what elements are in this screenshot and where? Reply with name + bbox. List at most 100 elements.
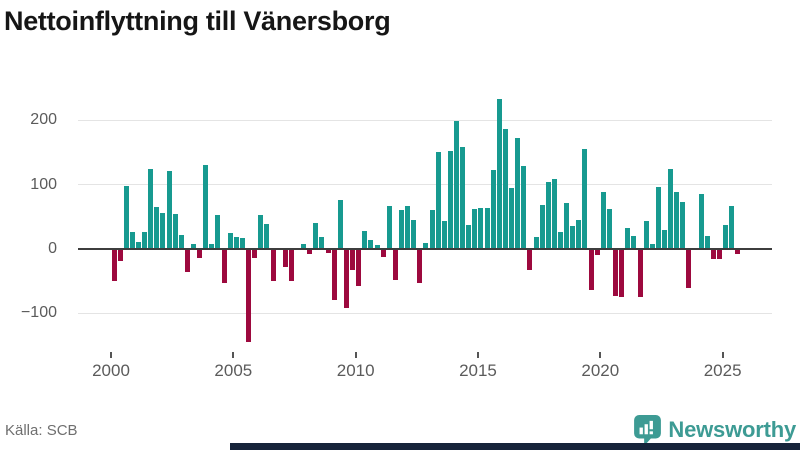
bar-2006-Q3 (270, 249, 276, 282)
bar-2003-Q1 (184, 249, 190, 273)
bar-2006-Q1 (258, 215, 264, 249)
bar-2011-Q2 (386, 205, 392, 249)
bar-2010-Q1 (356, 249, 362, 287)
y-axis-label-200: 200 (30, 111, 57, 129)
bar-2014-Q1 (454, 121, 460, 249)
bar-2005-Q4 (252, 249, 258, 259)
gridline-200 (78, 119, 772, 121)
bar-2025-Q3 (735, 249, 741, 255)
bar-2010-Q2 (362, 230, 368, 249)
bar-2000-Q1 (111, 249, 117, 282)
x-tick-2005 (232, 352, 235, 358)
bar-2015-Q3 (490, 169, 496, 249)
bottom-bar (230, 443, 800, 450)
newsworthy-wordmark: Newsworthy (668, 417, 796, 442)
bar-2001-Q3 (148, 169, 154, 249)
bar-2022-Q4 (668, 169, 674, 249)
bar-2016-Q4 (521, 165, 527, 249)
y-axis-label--100: −100 (20, 304, 57, 322)
bar-2001-Q2 (142, 231, 148, 249)
gridline--100 (78, 312, 772, 314)
bar-2018-Q1 (551, 179, 557, 249)
bar-2022-Q3 (661, 230, 667, 249)
bar-2007-Q4 (301, 243, 307, 249)
bar-2009-Q2 (337, 200, 343, 249)
plot-area: 200 100 0 −100 2000 2005 2010 2015 2020 2025 (20, 99, 772, 380)
bar-2016-Q2 (509, 187, 515, 249)
bar-2013-Q3 (441, 220, 447, 249)
bar-2007-Q1 (282, 249, 288, 268)
bar-2025-Q1 (723, 224, 729, 249)
bar-2012-Q2 (411, 219, 417, 249)
bar-2022-Q1 (649, 244, 655, 249)
bar-2003-Q2 (191, 243, 196, 249)
x-axis-label-2010: 2010 (336, 361, 375, 380)
bar-2018-Q3 (564, 203, 570, 249)
gridline-100 (78, 184, 772, 186)
bar-2002-Q2 (166, 171, 172, 249)
bar-2019-Q1 (576, 219, 582, 249)
x-tick-2000 (110, 352, 112, 358)
bar-2000-Q4 (129, 232, 135, 249)
bar-2024-Q2 (704, 236, 710, 249)
bar-2012-Q3 (417, 249, 423, 284)
bar-2014-Q4 (472, 209, 478, 249)
source-caption: Källa: SCB (5, 422, 78, 439)
bar-2001-Q4 (154, 207, 160, 249)
bar-2015-Q1 (478, 208, 484, 249)
bar-2014-Q3 (466, 225, 472, 249)
bar-2005-Q2 (239, 238, 245, 249)
bar-2004-Q2 (215, 215, 221, 249)
newsworthy-logo[interactable]: Newsworthy (634, 414, 796, 446)
bar-2002-Q3 (172, 214, 178, 249)
bar-2009-Q4 (350, 249, 356, 271)
bar-2017-Q4 (545, 181, 551, 249)
x-axis-label-2015: 2015 (459, 361, 497, 380)
bar-2021-Q4 (643, 220, 649, 249)
bar-2003-Q4 (203, 165, 209, 249)
bar-2008-Q2 (313, 222, 319, 249)
bar-2005-Q3 (246, 249, 252, 343)
bar-2009-Q1 (331, 249, 337, 300)
bar-2014-Q2 (460, 146, 466, 249)
bar-2012-Q1 (405, 205, 411, 249)
bar-2024-Q3 (710, 249, 716, 260)
x-tick-2025 (721, 352, 724, 358)
x-axis-label-2025: 2025 (703, 361, 742, 380)
bar-2018-Q2 (558, 232, 563, 249)
bar-2011-Q3 (392, 249, 398, 280)
bar-2022-Q2 (655, 187, 661, 249)
x-axis-label-2005: 2005 (214, 361, 253, 380)
bar-2008-Q3 (319, 236, 325, 249)
bar-2004-Q1 (209, 244, 215, 249)
x-tick-2020 (599, 352, 602, 358)
x-axis-label-2000: 2000 (92, 361, 130, 380)
bar-2003-Q3 (197, 249, 203, 259)
bar-2007-Q2 (288, 249, 294, 281)
bar-2012-Q4 (423, 242, 429, 249)
chart-title: Nettoinflyttning till Vänersborg (4, 6, 391, 36)
bar-2017-Q1 (527, 249, 533, 270)
bar-2015-Q4 (496, 99, 502, 249)
bar-2018-Q4 (570, 226, 576, 249)
zero-axis-line (78, 247, 772, 251)
bar-2008-Q4 (325, 249, 331, 253)
bar-2008-Q1 (307, 249, 313, 254)
bar-2023-Q2 (680, 201, 686, 249)
bar-2019-Q3 (588, 249, 594, 290)
y-axis-label-0: 0 (48, 240, 57, 257)
bar-2000-Q3 (123, 186, 129, 249)
bar-2002-Q1 (160, 212, 166, 249)
bar-2024-Q1 (698, 194, 704, 249)
bar-2024-Q4 (717, 249, 723, 260)
bar-2010-Q4 (374, 245, 380, 249)
bar-2013-Q1 (429, 210, 435, 249)
bar-2009-Q3 (343, 249, 349, 309)
bar-2020-Q3 (613, 249, 619, 297)
bar-2000-Q2 (117, 249, 123, 261)
x-axis-label-2020: 2020 (581, 361, 620, 380)
y-axis-label-100: 100 (30, 175, 57, 193)
x-tick-2015 (476, 352, 479, 358)
bar-2020-Q1 (600, 192, 606, 249)
